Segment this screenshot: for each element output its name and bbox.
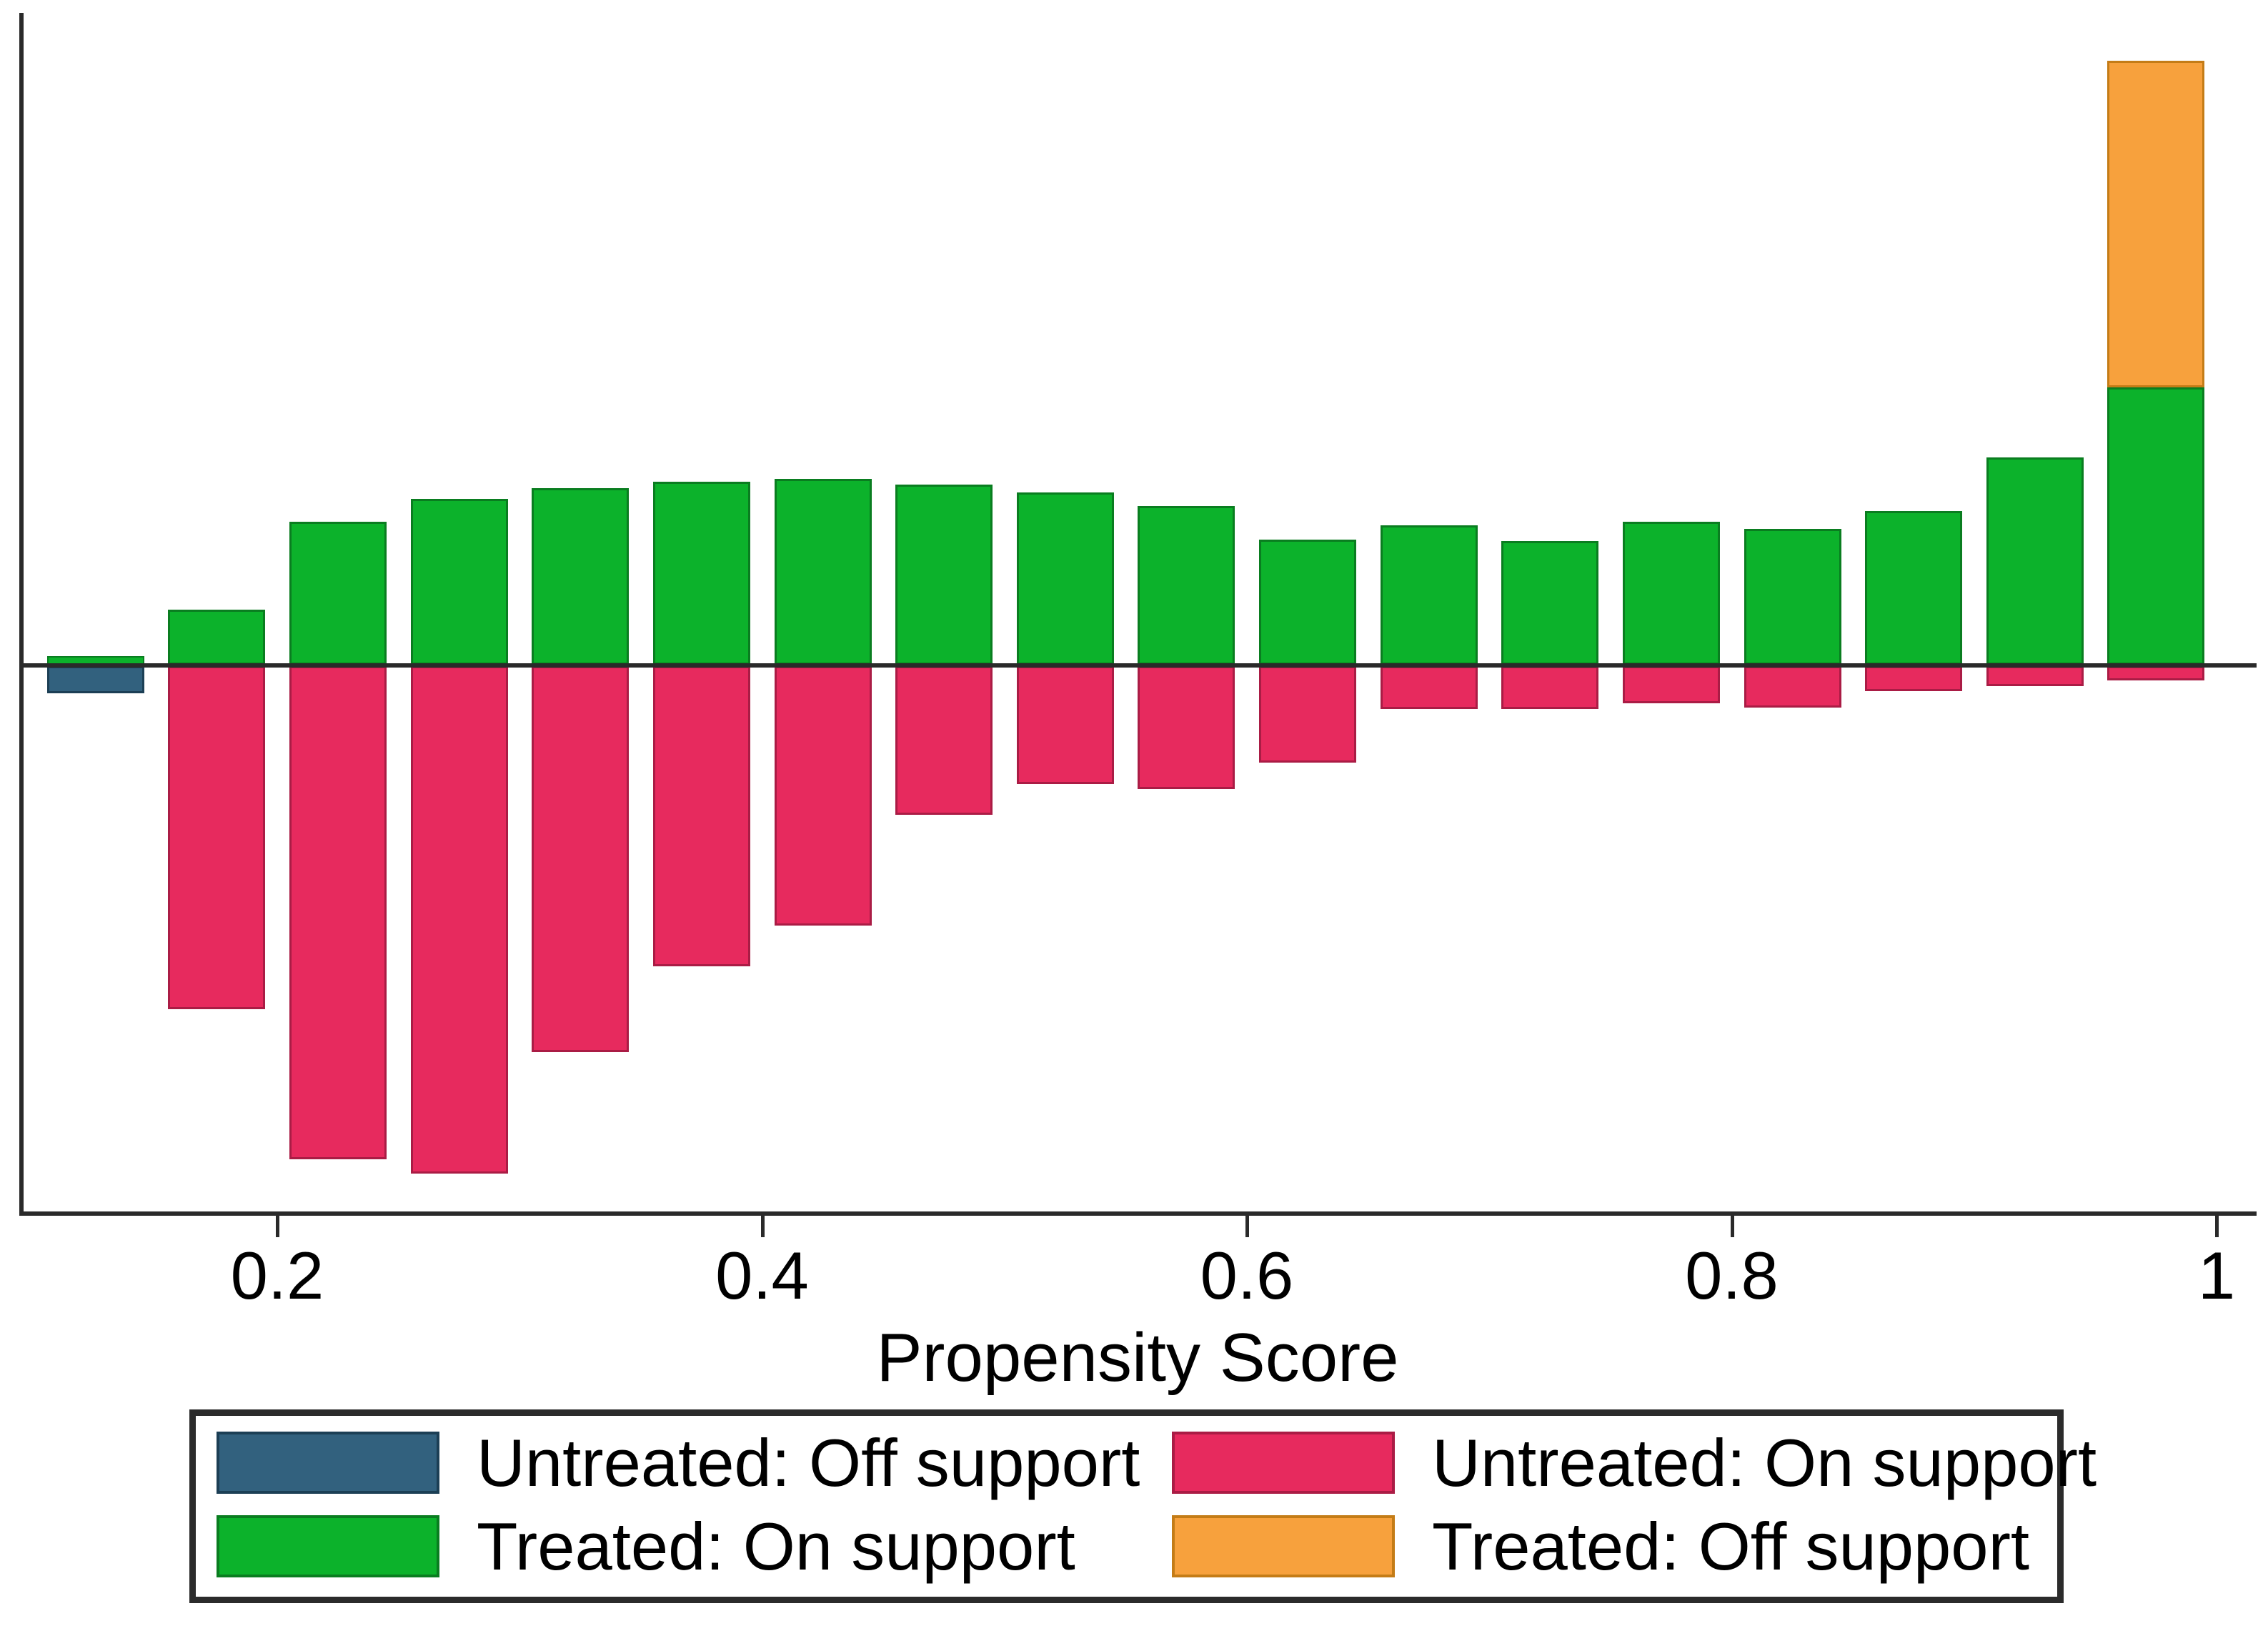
bar-untreated-on-support — [1138, 666, 1235, 789]
bar-treated-on-support — [1380, 525, 1478, 665]
zero-baseline — [21, 663, 2257, 668]
bar-treated-on-support — [289, 522, 387, 665]
bar-untreated-on-support — [774, 666, 872, 926]
x-tick-mark — [1245, 1216, 1249, 1237]
x-tick-mark — [276, 1216, 279, 1237]
bar-untreated-off-support — [46, 666, 144, 693]
bar-treated-on-support — [168, 610, 266, 665]
x-tick-label: 1 — [2197, 1238, 2236, 1313]
bar-untreated-on-support — [652, 666, 750, 966]
legend-item-treated-off-support: Treated: Off support — [1172, 1509, 2029, 1584]
bar-untreated-on-support — [410, 666, 508, 1174]
legend-label-treated-on-support: Treated: On support — [477, 1509, 1075, 1584]
x-tick-mark — [760, 1216, 765, 1237]
legend-item-untreated-off-support: Untreated: Off support — [217, 1425, 1140, 1500]
bar-treated-on-support — [895, 485, 993, 665]
bar-treated-on-support — [1016, 492, 1114, 665]
bar-treated-on-support — [1865, 511, 1963, 665]
bar-treated-on-support — [410, 499, 508, 665]
bar-untreated-on-support — [168, 666, 266, 1009]
x-tick-label: 0.6 — [1200, 1238, 1294, 1313]
bar-untreated-on-support — [1622, 666, 1720, 703]
untreated-off-support-swatch — [217, 1432, 439, 1494]
bar-treated-on-support — [1622, 522, 1720, 665]
y-axis-line — [19, 13, 24, 1216]
bar-untreated-on-support — [1865, 666, 1963, 691]
bar-treated-on-support — [1501, 541, 1599, 665]
x-axis-line — [19, 1211, 2257, 1216]
x-axis-title: Propensity Score — [876, 1319, 1399, 1396]
legend — [189, 1409, 2064, 1603]
bar-treated-off-support — [2107, 61, 2205, 387]
bar-treated-on-support — [532, 488, 630, 665]
bar-treated-on-support — [1986, 457, 2084, 665]
x-tick-label: 0.8 — [1685, 1238, 1779, 1313]
untreated-on-support-swatch — [1172, 1432, 1395, 1494]
treated-off-support-swatch — [1172, 1515, 1395, 1577]
x-tick-mark — [2215, 1216, 2219, 1237]
bar-treated-on-support — [774, 479, 872, 665]
legend-item-treated-on-support: Treated: On support — [217, 1509, 1075, 1584]
bar-treated-on-support — [652, 482, 750, 665]
bar-untreated-on-support — [1016, 666, 1114, 784]
bar-untreated-on-support — [895, 666, 993, 815]
x-tick-label: 0.4 — [715, 1238, 809, 1313]
legend-label-treated-off-support: Treated: Off support — [1432, 1509, 2029, 1584]
bar-untreated-on-support — [1744, 666, 1841, 708]
bar-untreated-on-support — [289, 666, 387, 1159]
bar-untreated-on-support — [1380, 666, 1478, 709]
bar-untreated-on-support — [1986, 666, 2084, 686]
legend-label-untreated-off-support: Untreated: Off support — [477, 1425, 1140, 1500]
treated-on-support-swatch — [217, 1515, 439, 1577]
bar-treated-on-support — [1138, 506, 1235, 665]
bar-untreated-on-support — [1501, 666, 1599, 709]
bar-untreated-on-support — [1259, 666, 1356, 763]
legend-item-untreated-on-support: Untreated: On support — [1172, 1425, 2097, 1500]
bar-treated-on-support — [1259, 540, 1356, 665]
bar-untreated-on-support — [2107, 666, 2205, 680]
x-tick-label: 0.2 — [230, 1238, 324, 1313]
x-tick-mark — [1730, 1216, 1734, 1237]
bar-untreated-on-support — [532, 666, 630, 1052]
legend-label-untreated-on-support: Untreated: On support — [1432, 1425, 2097, 1500]
bar-treated-on-support — [1744, 529, 1841, 665]
bar-treated-on-support — [2107, 387, 2205, 665]
